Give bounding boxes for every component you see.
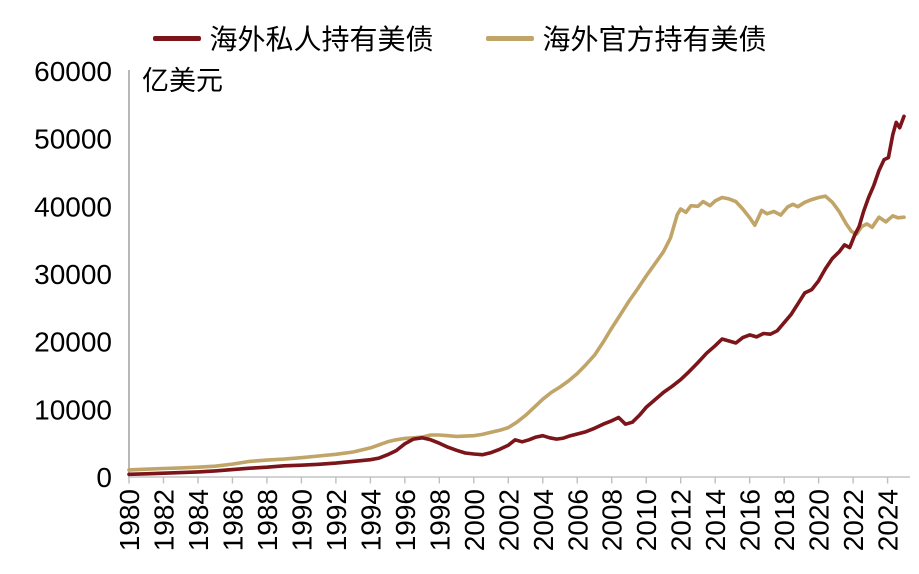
x-tick-label: 2018	[769, 489, 800, 551]
legend-label-private: 海外私人持有美债	[209, 24, 434, 55]
x-tick-label: 2010	[631, 489, 662, 551]
x-tick-label: 1988	[252, 489, 283, 551]
x-tick-label: 2024	[873, 489, 904, 551]
legend-item-private: 海外私人持有美债	[152, 18, 434, 58]
x-tick-label: 1990	[286, 489, 317, 551]
x-axis-ticks	[128, 477, 889, 484]
legend-item-official: 海外官方持有美债	[485, 18, 767, 58]
x-tick-label: 1994	[355, 489, 386, 551]
legend-swatch-official	[485, 35, 534, 41]
x-tick-label: 2014	[700, 489, 731, 551]
x-tick-label: 1980	[114, 489, 145, 551]
x-tick-label: 1992	[321, 489, 352, 551]
y-tick-label: 40000	[34, 191, 112, 222]
x-tick-label: 2012	[666, 489, 697, 551]
series-official-line	[127, 194, 906, 472]
x-tick-label: 2020	[804, 489, 835, 551]
y-tick-label: 60000	[34, 56, 112, 87]
x-tick-label: 2000	[459, 489, 490, 551]
y-tick-label: 50000	[34, 124, 112, 155]
x-tick-label: 1998	[424, 489, 455, 551]
y-tick-label: 20000	[34, 327, 112, 358]
x-tick-label: 2006	[562, 489, 593, 551]
x-tick-label: 1984	[183, 489, 214, 551]
chart-legend: 海外私人持有美债 海外官方持有美债	[152, 18, 767, 58]
y-axis-tick-labels: 0 10000 20000 30000 40000 50000 60000	[34, 56, 112, 493]
y-tick-label: 30000	[34, 259, 112, 290]
x-tick-label: 2004	[528, 489, 559, 551]
y-tick-label: 10000	[34, 394, 112, 425]
y-axis-unit-label: 亿美元	[142, 66, 223, 96]
x-tick-label: 2008	[597, 489, 628, 551]
x-axis-tick-labels: 1980 1982 1984 1986 1988 1990 1992 1994 1996 1998…	[114, 489, 904, 551]
legend-label-official: 海外官方持有美债	[542, 24, 767, 55]
x-tick-label: 2002	[493, 489, 524, 551]
y-tick-label: 0	[96, 462, 112, 493]
x-tick-label: 1982	[148, 489, 179, 551]
legend-swatch-private	[152, 35, 201, 41]
x-tick-label: 1986	[217, 489, 248, 551]
x-tick-label: 2022	[838, 489, 869, 551]
x-tick-label: 2016	[735, 489, 766, 551]
series-private-line	[127, 114, 906, 477]
x-tick-label: 1996	[390, 489, 421, 551]
